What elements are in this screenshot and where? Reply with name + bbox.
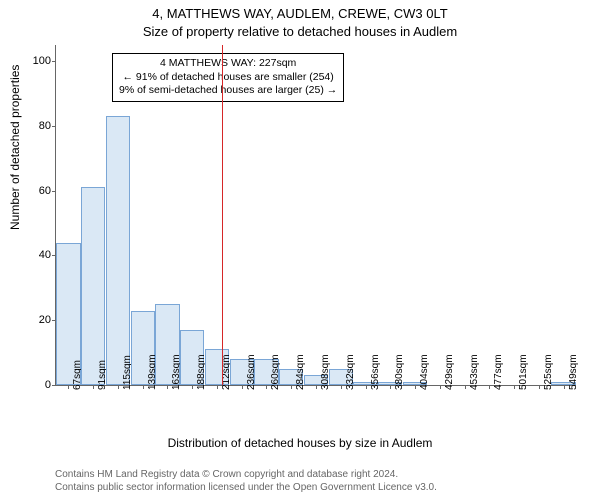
histogram-bar <box>81 187 105 385</box>
x-tick-label: 404sqm <box>419 354 430 390</box>
x-tick-mark <box>68 385 69 389</box>
chart-title-line2: Size of property relative to detached ho… <box>0 24 600 39</box>
footer-line2: Contains public sector information licen… <box>55 481 437 494</box>
x-tick-mark <box>366 385 367 389</box>
y-tick-label: 80 <box>26 120 51 132</box>
x-tick-mark <box>390 385 391 389</box>
y-axis-label: Number of detached properties <box>8 65 22 230</box>
x-tick-mark <box>266 385 267 389</box>
y-tick-mark <box>52 191 56 192</box>
info-box: 4 MATTHEWS WAY: 227sqm ← 91% of detached… <box>112 53 344 102</box>
x-tick-mark <box>167 385 168 389</box>
y-tick-mark <box>52 385 56 386</box>
y-tick-label: 20 <box>26 314 51 326</box>
x-tick-label: 429sqm <box>444 354 455 390</box>
x-tick-mark <box>217 385 218 389</box>
y-tick-mark <box>52 61 56 62</box>
y-tick-label: 40 <box>26 249 51 261</box>
x-tick-mark <box>118 385 119 389</box>
info-line1: 4 MATTHEWS WAY: 227sqm <box>119 57 337 71</box>
x-tick-mark <box>192 385 193 389</box>
x-tick-mark <box>440 385 441 389</box>
y-tick-mark <box>52 126 56 127</box>
y-tick-label: 60 <box>26 185 51 197</box>
x-tick-mark <box>93 385 94 389</box>
x-tick-mark <box>489 385 490 389</box>
x-tick-mark <box>415 385 416 389</box>
x-tick-label: 549sqm <box>568 354 579 390</box>
x-tick-mark <box>465 385 466 389</box>
footer-attribution: Contains HM Land Registry data © Crown c… <box>55 468 437 494</box>
info-line2: ← 91% of detached houses are smaller (25… <box>119 71 337 85</box>
footer-line1: Contains HM Land Registry data © Crown c… <box>55 468 437 481</box>
x-tick-mark <box>514 385 515 389</box>
y-tick-label: 0 <box>26 379 51 391</box>
x-tick-mark <box>564 385 565 389</box>
chart-title-line1: 4, MATTHEWS WAY, AUDLEM, CREWE, CW3 0LT <box>0 6 600 21</box>
x-tick-label: 501sqm <box>518 354 529 390</box>
x-tick-mark <box>242 385 243 389</box>
chart-container: 4, MATTHEWS WAY, AUDLEM, CREWE, CW3 0LT … <box>0 0 600 500</box>
x-tick-label: 453sqm <box>469 354 480 390</box>
y-tick-label: 100 <box>26 55 51 67</box>
x-tick-mark <box>341 385 342 389</box>
plot-area: 4 MATTHEWS WAY: 227sqm ← 91% of detached… <box>55 45 576 386</box>
x-axis-label: Distribution of detached houses by size … <box>0 436 600 450</box>
x-tick-mark <box>143 385 144 389</box>
info-line3: 9% of semi-detached houses are larger (2… <box>119 84 337 98</box>
marker-line <box>222 45 223 385</box>
x-tick-mark <box>539 385 540 389</box>
x-tick-mark <box>316 385 317 389</box>
x-tick-label: 477sqm <box>493 354 504 390</box>
x-tick-mark <box>291 385 292 389</box>
histogram-bar <box>106 116 130 385</box>
